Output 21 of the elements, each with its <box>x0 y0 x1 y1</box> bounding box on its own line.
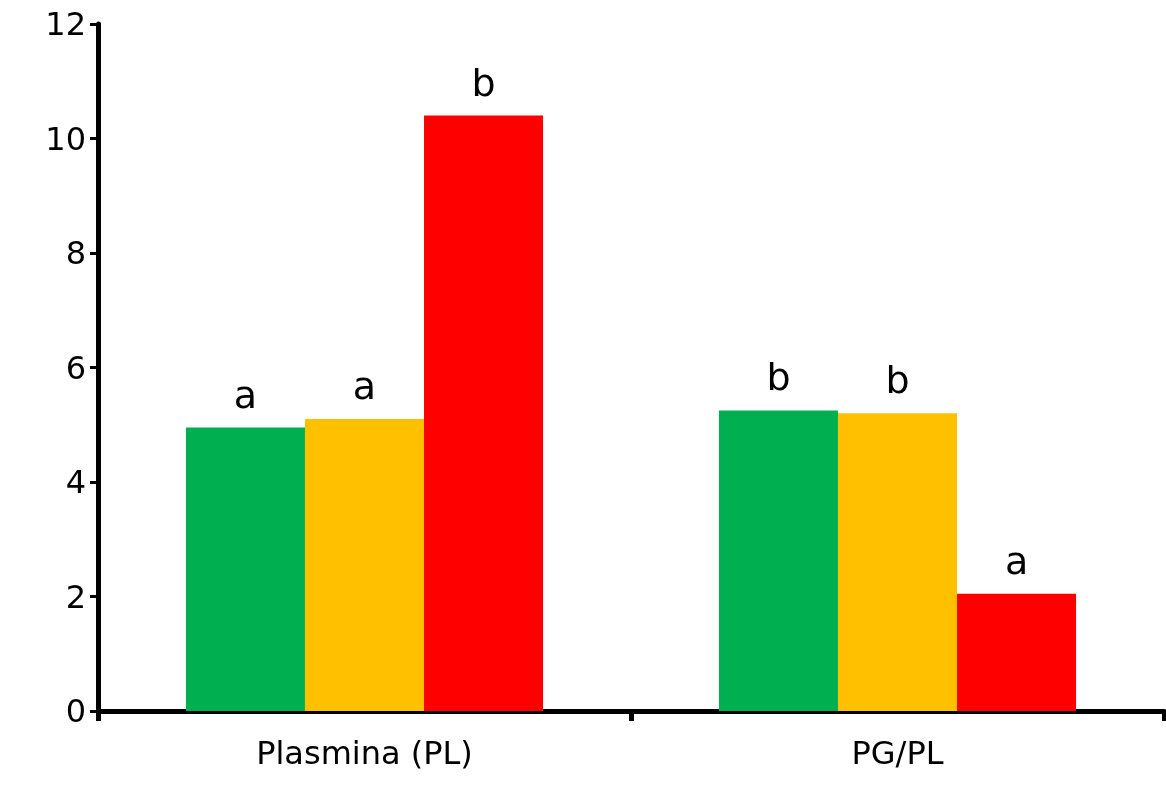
data-label: b <box>471 60 496 105</box>
data-label: a <box>1004 538 1029 583</box>
data-label: a <box>352 364 377 409</box>
bar <box>185 427 305 711</box>
y-tick-label: 10 <box>45 119 86 158</box>
y-tick-label: 8 <box>65 234 86 272</box>
bar <box>718 410 838 711</box>
bar <box>957 593 1077 711</box>
y-tick-label: 4 <box>65 463 86 501</box>
y-tick-label: 6 <box>65 348 86 387</box>
bar <box>304 419 425 711</box>
bar <box>837 413 958 711</box>
y-tick-label: 0 <box>65 692 86 730</box>
x-tick-label: Plasmina (PL) <box>256 734 473 772</box>
data-label: b <box>766 355 791 400</box>
x-tick-label: PG/PL <box>851 734 944 772</box>
y-tick-label: 12 <box>45 5 86 43</box>
y-tick-label: 2 <box>65 577 86 616</box>
bar <box>424 115 544 711</box>
data-label: b <box>885 358 910 403</box>
data-label: a <box>233 372 258 417</box>
